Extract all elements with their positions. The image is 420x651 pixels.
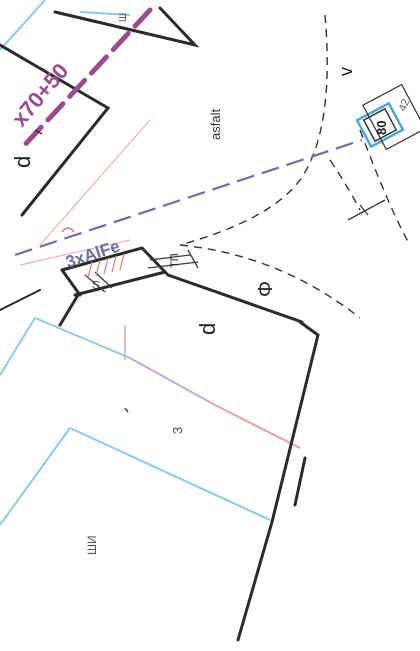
- property-boundaries: [0, 6, 320, 642]
- box-code-label: 80: [374, 121, 389, 135]
- parcel-d-top-label: d: [10, 156, 35, 168]
- station-code-label: ТП: [169, 253, 181, 268]
- parcel-phi-label: Φ: [255, 281, 277, 297]
- house-number-label: 42: [397, 97, 413, 113]
- blue-utility-lines: [0, 0, 271, 526]
- main-cable-line: [17, 7, 153, 153]
- colored-segment-lines: [19, 119, 301, 449]
- parcel-v-label: v: [336, 67, 356, 76]
- tick-marks: [34, 129, 129, 413]
- small-code-label: КЛ: [90, 280, 102, 293]
- parcel-3-label: 3: [170, 427, 185, 434]
- surface-label: asfalt: [208, 109, 223, 140]
- parcel-bottom-label: ШИ: [85, 535, 99, 555]
- secondary-cable-line: [14, 138, 363, 257]
- parcel-d-center-label: d: [195, 323, 220, 335]
- station-details: [84, 249, 199, 293]
- road-edges: [179, 14, 411, 319]
- hatch-marks: [87, 253, 125, 279]
- transformer-box: [347, 83, 420, 221]
- top-code-label: Ш: [118, 13, 129, 22]
- junction-mark: [61, 227, 75, 233]
